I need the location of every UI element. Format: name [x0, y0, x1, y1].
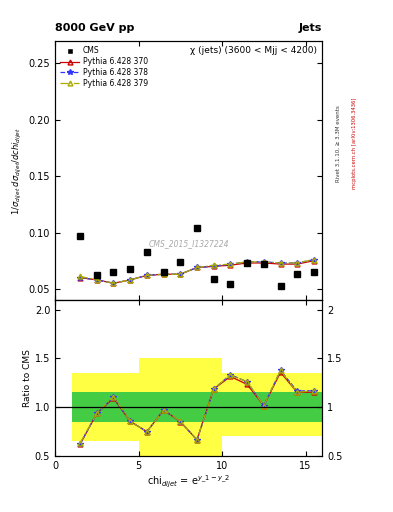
Y-axis label: $1/\sigma_{dijet}\;d\sigma_{dijet}/dchi_{dijet}$: $1/\sigma_{dijet}\;d\sigma_{dijet}/dchi_…	[11, 126, 24, 215]
Y-axis label: Ratio to CMS: Ratio to CMS	[23, 349, 32, 407]
Legend: CMS, Pythia 6.428 370, Pythia 6.428 378, Pythia 6.428 379: CMS, Pythia 6.428 370, Pythia 6.428 378,…	[59, 45, 149, 90]
Text: CMS_2015_I1327224: CMS_2015_I1327224	[149, 239, 229, 248]
Text: mcplots.cern.ch [arXiv:1306.3436]: mcplots.cern.ch [arXiv:1306.3436]	[352, 98, 357, 189]
Text: Rivet 3.1.10, ≥ 3.3M events: Rivet 3.1.10, ≥ 3.3M events	[336, 105, 341, 182]
Text: 8000 GeV pp: 8000 GeV pp	[55, 23, 134, 33]
Text: χ (jets) (3600 < Mjj < 4200): χ (jets) (3600 < Mjj < 4200)	[190, 46, 317, 55]
X-axis label: chi$_{dijet}$ = e$^{y\_1 - y\_2}$: chi$_{dijet}$ = e$^{y\_1 - y\_2}$	[147, 473, 230, 489]
Text: Jets: Jets	[299, 23, 322, 33]
